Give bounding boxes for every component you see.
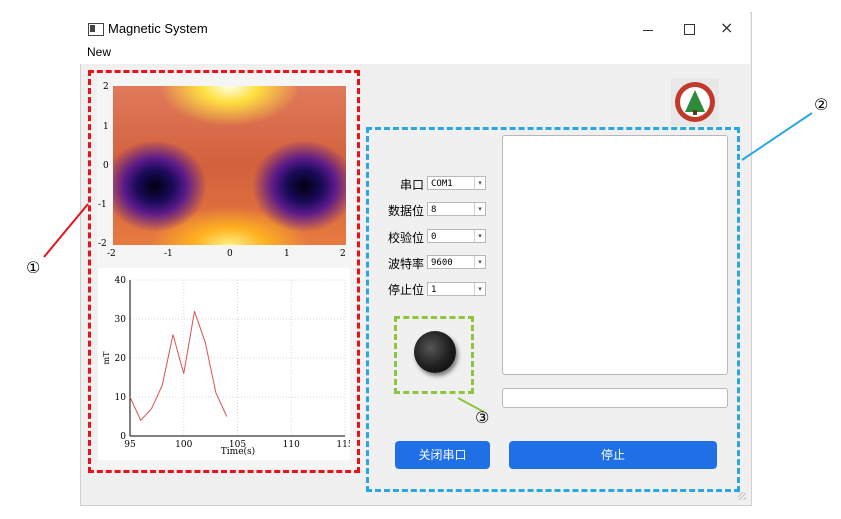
databits-select-value: 8 [431,205,437,215]
port-select-value: COM1 [431,179,453,189]
menu-item-new[interactable]: New [87,45,112,59]
annotation-box-1 [88,70,360,473]
port-select[interactable]: COM1 ▾ [427,176,486,190]
heatmap-y-tick-2: 2 [103,82,109,92]
send-input[interactable] [502,388,728,408]
baud-select[interactable]: 9600 ▾ [427,255,486,269]
annotation-label-3: ③ [475,408,490,427]
stop-button[interactable]: 停止 [509,441,717,469]
close-port-button[interactable]: 关闭串口 [395,441,490,469]
annotation-box-2 [366,127,740,492]
annotation-box-3 [394,316,474,394]
menu-bar [80,42,750,64]
annotation-label-1: ① [26,258,41,277]
parity-label: 校验位 [387,231,424,245]
x-tick-label: 110 [283,440,300,450]
chevron-down-icon: ▾ [474,230,485,242]
minimize-button[interactable] [643,30,653,31]
stopbits-select[interactable]: 1 ▾ [427,282,486,296]
resize-grip[interactable] [738,492,746,500]
annotation-label-2: ② [814,95,829,114]
baud-label: 波特率 [387,257,424,271]
window-title: Magnetic System [108,21,208,36]
chevron-down-icon: ▾ [474,256,485,268]
baud-select-value: 9600 [431,258,453,268]
y-tick-label: 30 [115,315,127,325]
x-axis-label: Time(s) [221,446,255,457]
x-tick-label: 100 [175,440,192,450]
x-tick-label: 105 [229,440,246,450]
university-logo [671,78,719,126]
y-tick-label: 20 [115,354,127,364]
heatmap-y-tick-0: 0 [103,161,109,171]
x-tick-label: 95 [124,440,136,450]
line-chart: Time(s) mT 95 100 105 110 115 0 10 20 30 40 [102,276,350,457]
chevron-down-icon: ▾ [474,203,485,215]
heatmap-y-tick-neg2: -2 [98,239,107,249]
y-tick-label: 0 [120,432,126,442]
maximize-button[interactable] [684,24,695,35]
series-line [129,311,228,422]
receive-text-area[interactable] [502,135,728,375]
databits-label: 数据位 [387,204,424,218]
y-axis-label: mT [102,351,111,365]
close-button[interactable]: × [720,18,734,37]
heatmap-x-tick-1: 1 [284,249,290,259]
heatmap-x-tick-neg1: -1 [164,249,173,259]
y-tick-label: 40 [115,276,127,286]
dial-knob[interactable] [414,331,456,373]
heatmap-x-tick-2: 2 [340,249,346,259]
stopbits-label: 停止位 [387,283,424,297]
databits-select[interactable]: 8 ▾ [427,202,486,216]
chevron-down-icon: ▾ [474,177,485,189]
x-tick-label: 115 [336,440,350,450]
heatmap-canvas [113,86,346,245]
app-icon [88,23,104,36]
port-label: 串口 [399,178,424,192]
parity-select-value: 0 [431,232,437,242]
heatmap-x-tick-0: 0 [227,249,233,259]
line-chart-area [98,268,350,460]
heatmap-y-tick-neg1: -1 [98,200,107,210]
heatmap-y-tick-1: 1 [103,122,109,132]
heatmap-x-tick-neg2: -2 [107,249,116,259]
chevron-down-icon: ▾ [474,283,485,295]
y-tick-label: 10 [115,393,127,403]
stopbits-select-value: 1 [431,285,437,295]
parity-select[interactable]: 0 ▾ [427,229,486,243]
